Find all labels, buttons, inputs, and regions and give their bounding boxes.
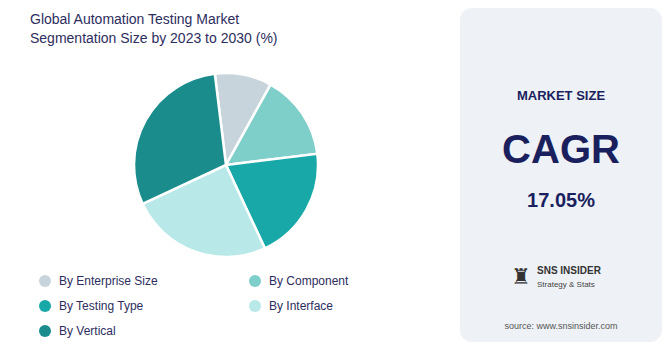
legend-swatch	[39, 325, 51, 337]
annotation: CAGR	[502, 127, 620, 171]
pie-slice	[226, 85, 317, 165]
legend-swatch	[249, 275, 261, 287]
legend-label: By Enterprise Size	[59, 274, 158, 288]
legend-swatch	[39, 300, 51, 312]
annotation: Strategy & Stats	[537, 280, 595, 289]
annotation: 17.05%	[527, 189, 595, 211]
pie	[134, 73, 318, 257]
chart: Global Automation Testing Market Segmenta…	[0, 0, 670, 350]
annotation: SNS INSIDER	[537, 265, 602, 276]
side-panel-background	[460, 8, 662, 342]
title-line: Segmentation Size by 2023 to 2030 (%)	[30, 30, 278, 46]
legend-label: By Vertical	[59, 324, 116, 338]
legend: By Enterprise Size By Component By Testing…	[39, 274, 349, 338]
annotation: ♜	[511, 264, 531, 289]
title-line: Global Automation Testing Market	[30, 11, 239, 27]
pie-slice	[134, 74, 226, 204]
legend-label: By Testing Type	[59, 299, 144, 313]
annotation: MARKET SIZE	[517, 88, 605, 103]
side-panel: MARKET SIZE CAGR 17.05% ♜ SNS INSIDER Strateg…	[460, 8, 662, 342]
legend-swatch	[249, 300, 261, 312]
legend-label: By Component	[269, 274, 349, 288]
legend-swatch	[39, 275, 51, 287]
legend-label: By Interface	[269, 299, 333, 313]
title: Global Automation Testing Market Segmenta…	[30, 11, 278, 46]
annotation: source: www.snsinsider.com	[504, 321, 617, 331]
